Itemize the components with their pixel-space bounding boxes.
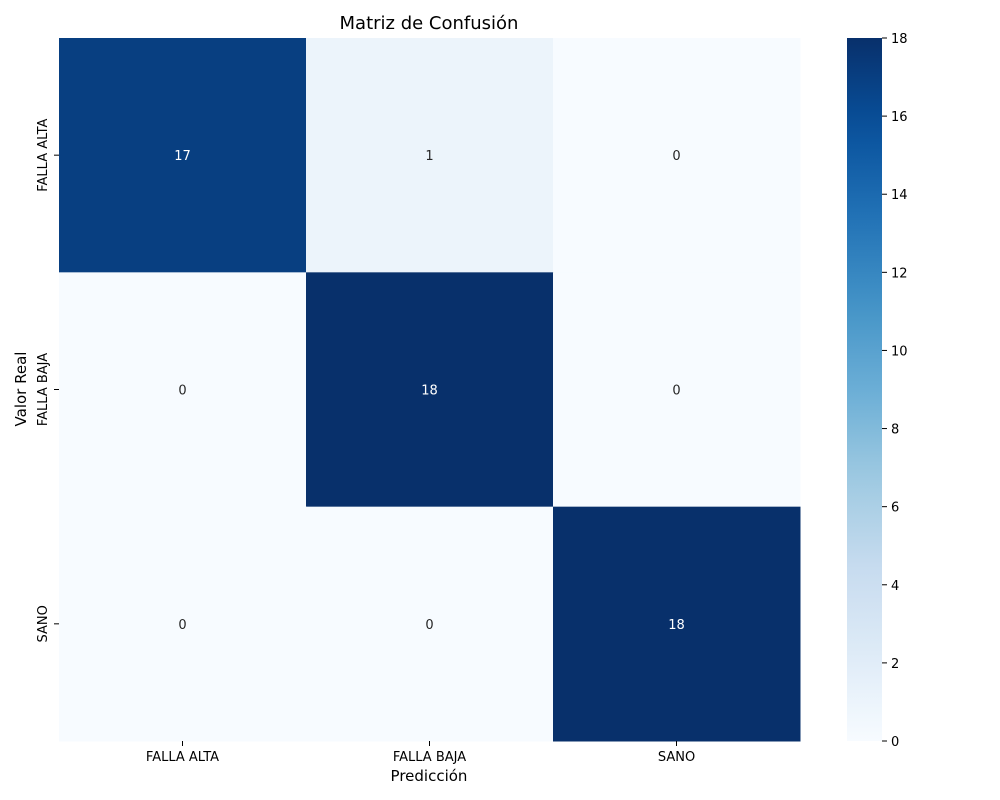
- heatmap-cell-labels: 17 1 0 0 18 0 0 0 18: [174, 149, 685, 633]
- cell-value-label: 0: [178, 618, 186, 633]
- heatmap-cell: [59, 272, 307, 508]
- y-tick-label: FALLA BAJA: [36, 353, 51, 426]
- heatmap-cells: [59, 38, 801, 742]
- colorbar-tick-label: 6: [891, 501, 899, 516]
- heatmap-cell: [306, 506, 554, 742]
- colorbar-tick-label: 0: [891, 735, 899, 750]
- colorbar-tick-label: 8: [891, 423, 899, 438]
- colorbar-tick-label: 4: [891, 579, 899, 594]
- colorbar: 0 2 4 6 8 10 12 14 16 18: [847, 32, 908, 750]
- cell-value-label: 18: [668, 618, 685, 633]
- cell-value-label: 1: [425, 149, 433, 164]
- heatmap-cell: [59, 506, 307, 742]
- colorbar-tick-label: 16: [891, 110, 908, 125]
- heatmap-cell: [306, 38, 554, 273]
- colorbar-tick-label: 14: [891, 188, 908, 203]
- y-tick-label: FALLA ALTA: [36, 118, 51, 191]
- heatmap-cell: [59, 38, 307, 273]
- y-axis-label: Valor Real: [12, 352, 30, 427]
- cell-value-label: 0: [672, 384, 680, 399]
- y-tick-label: SANO: [36, 605, 51, 642]
- cell-value-label: 0: [178, 384, 186, 399]
- chart-title: Matriz de Confusión: [340, 13, 519, 34]
- y-axis: FALLA ALTA FALLA BAJA SANO: [36, 118, 59, 643]
- x-axis-label: Predicción: [391, 767, 468, 785]
- x-axis: FALLA ALTA FALLA BAJA SANO: [146, 741, 695, 765]
- cell-value-label: 17: [174, 149, 191, 164]
- heatmap-cell: [306, 272, 554, 508]
- cell-value-label: 0: [425, 618, 433, 633]
- colorbar-tick-label: 18: [891, 32, 908, 47]
- cell-value-label: 18: [421, 384, 438, 399]
- colorbar-gradient: [847, 38, 882, 741]
- heatmap-cell: [553, 38, 801, 273]
- x-tick-label: SANO: [658, 750, 695, 765]
- colorbar-tick-label: 2: [891, 657, 899, 672]
- heatmap-cell: [553, 506, 801, 742]
- cell-value-label: 0: [672, 149, 680, 164]
- heatmap-cell: [553, 272, 801, 508]
- colorbar-tick-label: 12: [891, 266, 908, 281]
- x-tick-label: FALLA BAJA: [393, 750, 466, 765]
- x-tick-label: FALLA ALTA: [146, 750, 219, 765]
- colorbar-tick-label: 10: [891, 344, 908, 359]
